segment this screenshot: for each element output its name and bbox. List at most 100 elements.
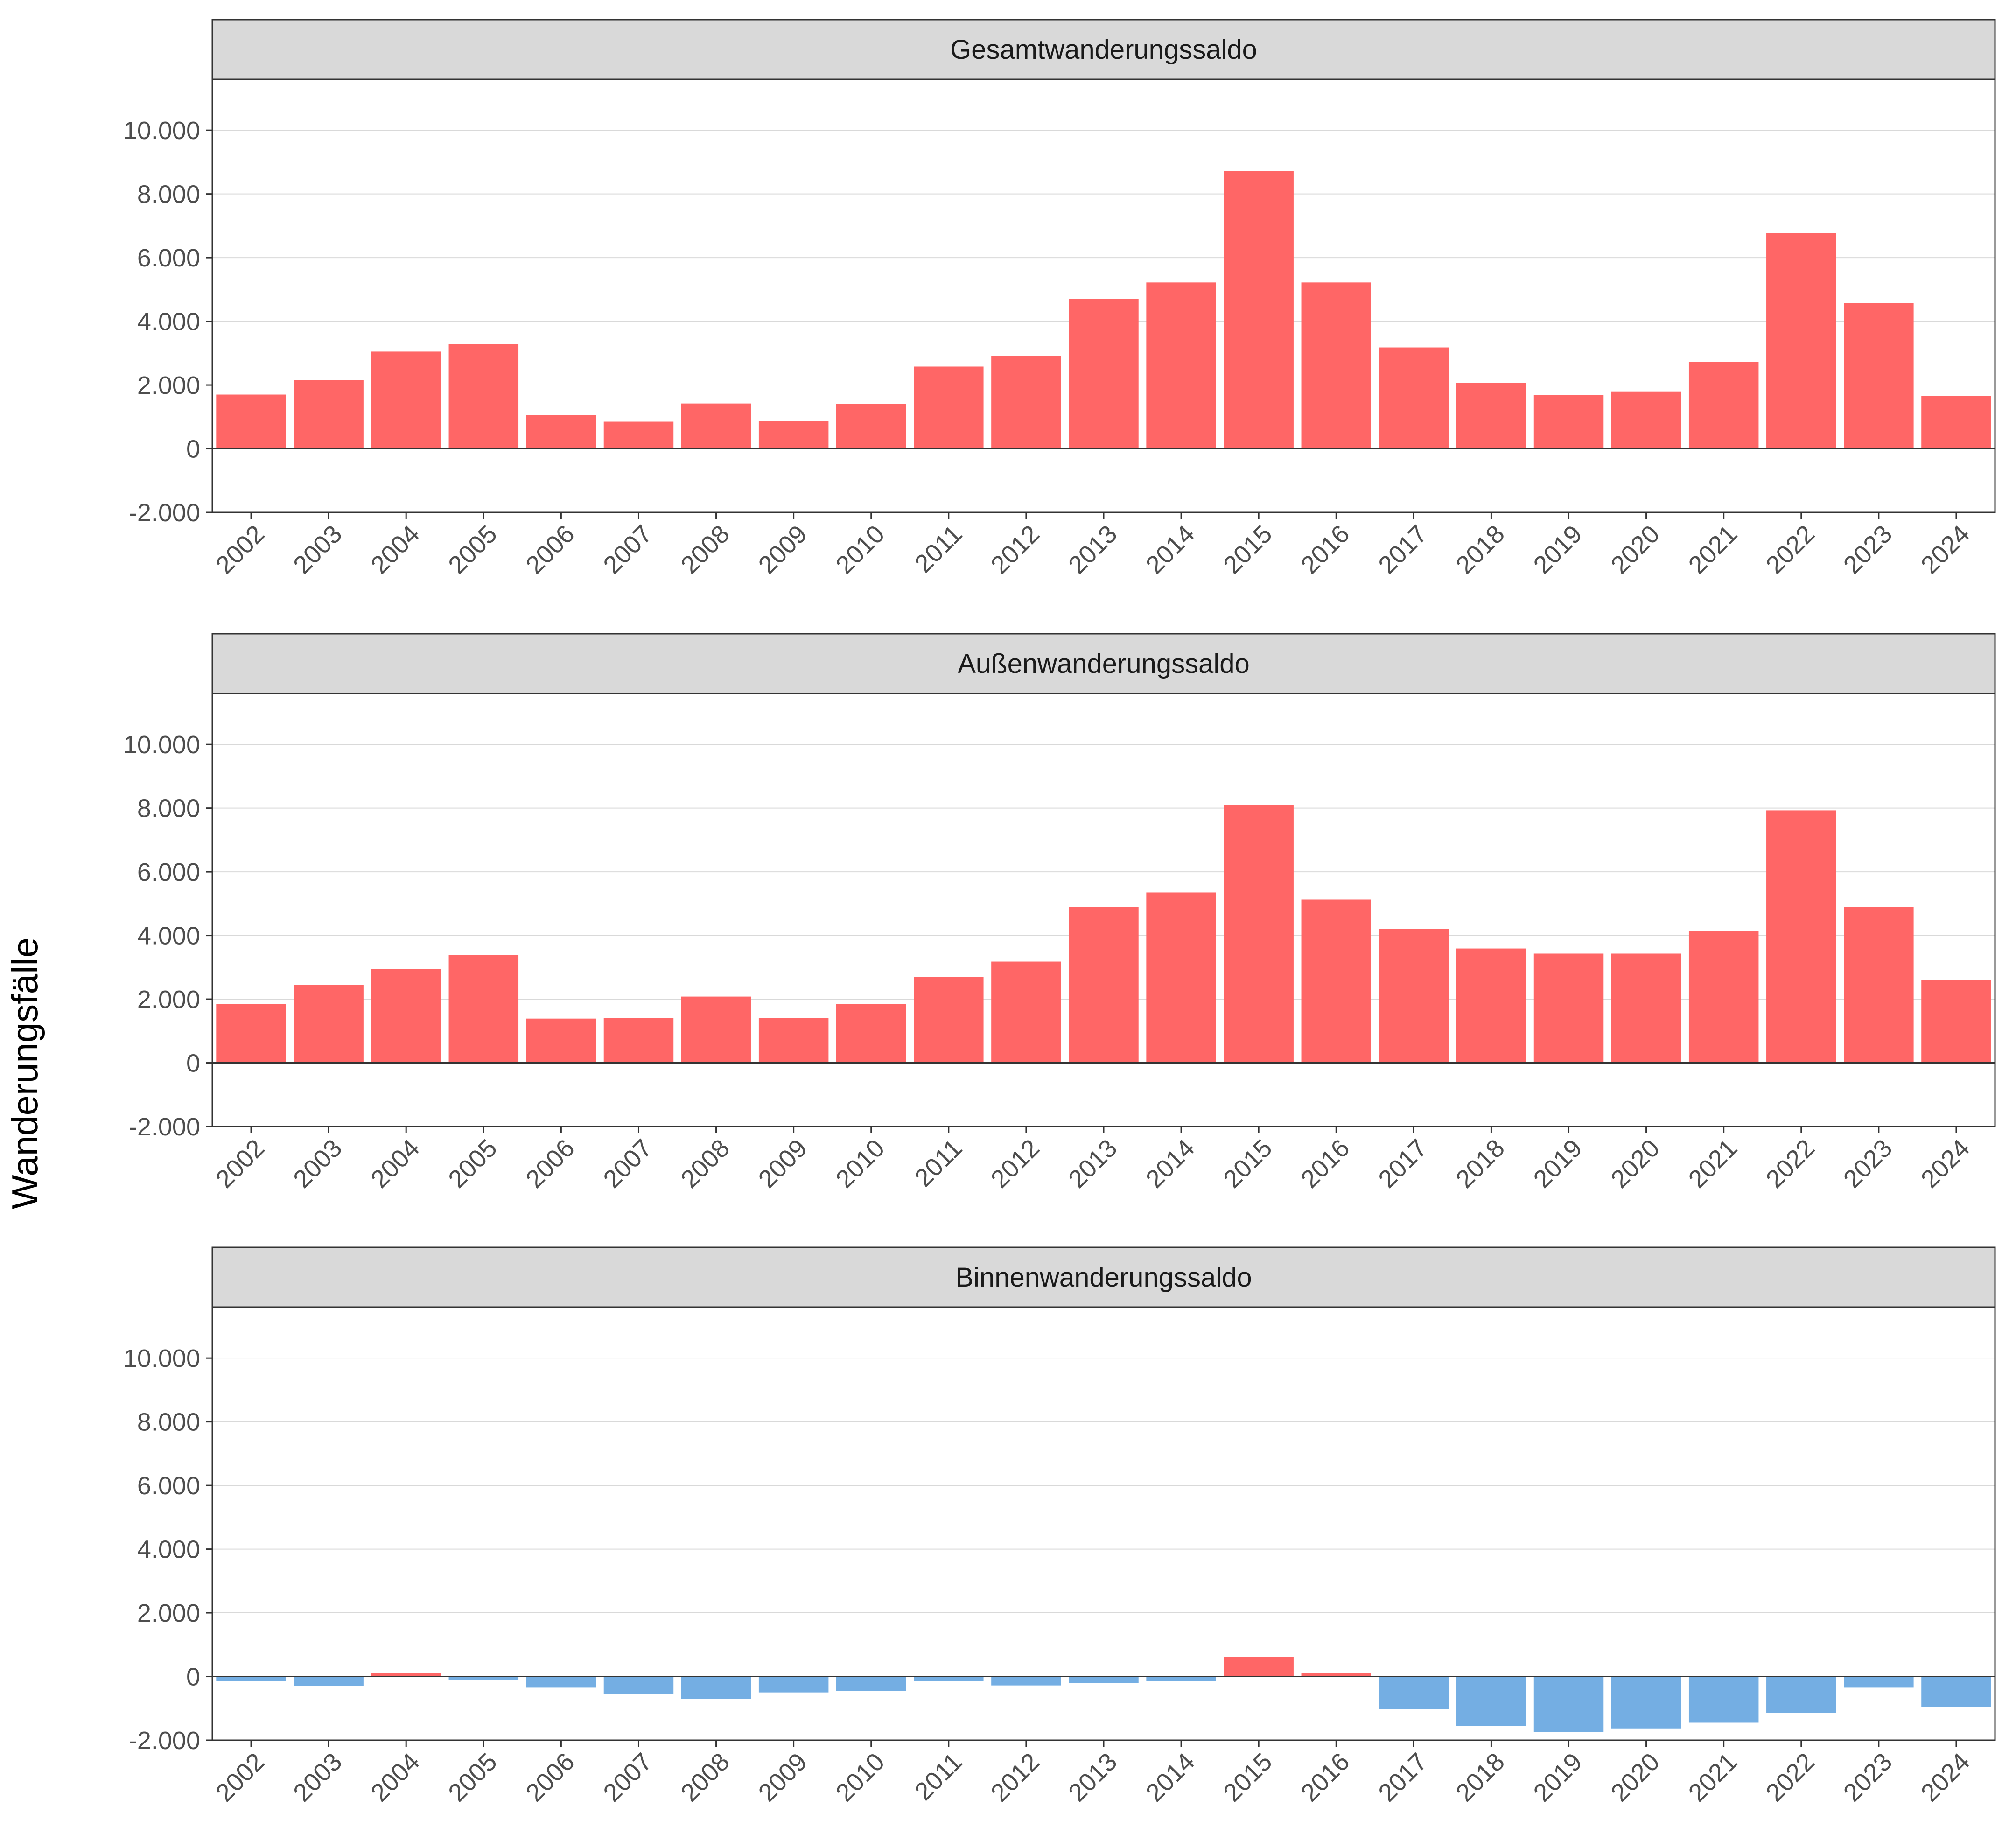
x-tick-label: 2022 <box>1761 1134 1820 1193</box>
bar-2023 <box>1844 1676 1914 1688</box>
bar-2020 <box>1611 1676 1681 1729</box>
y-tick-label: 0 <box>186 1050 200 1078</box>
x-tick-label: 2015 <box>1218 520 1277 579</box>
y-tick-label: 8.000 <box>137 1408 200 1436</box>
y-tick-label: 2.000 <box>137 371 200 399</box>
x-tick-label: 2023 <box>1838 520 1897 579</box>
bar-2008 <box>681 403 751 449</box>
bar-2005 <box>448 955 519 1063</box>
x-tick-label: 2003 <box>288 520 347 579</box>
x-tick-label: 2015 <box>1218 1748 1277 1807</box>
x-tick-label: 2008 <box>676 1134 735 1193</box>
panel-1: Gesamtwanderungssaldo -2.000 0 2.000 4.000 6.… <box>123 19 1996 579</box>
bar-2004 <box>371 969 441 1063</box>
x-tick-label: 2016 <box>1295 1748 1355 1807</box>
x-tick-label: 2004 <box>365 520 425 579</box>
x-tick-label: 2007 <box>598 1748 657 1807</box>
x-tick-label: 2002 <box>210 520 270 579</box>
bar-2008 <box>681 1676 751 1699</box>
x-tick-label: 2005 <box>443 1748 502 1807</box>
y-tick-label: 8.000 <box>137 795 200 823</box>
panel-strip <box>211 1246 1996 1308</box>
bar-2016 <box>1301 282 1371 449</box>
x-tick-label: 2018 <box>1450 520 1510 579</box>
x-tick-label: 2017 <box>1373 1748 1432 1807</box>
x-tick-label: 2013 <box>1063 520 1122 579</box>
y-tick-label: 10.000 <box>123 731 200 759</box>
panel-strip <box>211 633 1996 694</box>
x-tick-label: 2003 <box>288 1748 347 1807</box>
y-tick-label: -2.000 <box>129 1113 200 1141</box>
bar-2012 <box>991 961 1061 1063</box>
bar-2009 <box>758 1018 829 1063</box>
bar-2017 <box>1379 1676 1449 1709</box>
bar-2016 <box>1301 1673 1371 1677</box>
bar-2018 <box>1456 948 1526 1063</box>
x-tick-label: 2017 <box>1373 520 1432 579</box>
bar-2013 <box>1069 907 1139 1063</box>
bar-2013 <box>1069 299 1139 449</box>
bar-2014 <box>1146 1676 1216 1681</box>
x-tick-label: 2010 <box>831 1134 890 1193</box>
y-tick-label: 2.000 <box>137 1599 200 1627</box>
panel-title: Binnenwanderungssaldo <box>955 1262 1252 1293</box>
x-tick-label: 2011 <box>910 1134 968 1192</box>
bar-2011 <box>914 366 984 449</box>
x-tick-label: 2012 <box>986 520 1045 579</box>
bar-2019 <box>1533 953 1604 1063</box>
panel-title: Gesamtwanderungssaldo <box>950 35 1257 65</box>
bar-2022 <box>1766 1676 1836 1713</box>
bar-2022 <box>1766 233 1836 449</box>
bar-2009 <box>758 421 829 449</box>
bar-2007 <box>603 1018 674 1063</box>
x-tick-label: 2024 <box>1916 1134 1975 1193</box>
bar-2010 <box>836 404 906 449</box>
bar-2005 <box>448 344 519 449</box>
bar-2006 <box>526 1676 596 1688</box>
x-tick-label: 2017 <box>1373 1134 1432 1193</box>
bar-2018 <box>1456 383 1526 449</box>
x-tick-label: 2021 <box>1683 1748 1743 1807</box>
x-tick-label: 2006 <box>520 1748 580 1807</box>
bar-2023 <box>1844 907 1914 1063</box>
x-tick-label: 2013 <box>1063 1748 1122 1807</box>
bar-2024 <box>1921 1676 1991 1707</box>
x-tick-label: 2003 <box>288 1134 347 1193</box>
bar-2016 <box>1301 899 1371 1063</box>
bar-2002 <box>216 1676 286 1681</box>
bar-2014 <box>1146 282 1216 449</box>
x-tick-label: 2021 <box>1683 520 1743 579</box>
bar-2014 <box>1146 892 1216 1063</box>
bar-2017 <box>1379 929 1449 1063</box>
bar-2021 <box>1688 931 1759 1063</box>
x-tick-label: 2019 <box>1528 1134 1588 1193</box>
x-tick-label: 2018 <box>1450 1134 1510 1193</box>
panel-strip <box>211 19 1996 80</box>
bar-2011 <box>914 1676 984 1681</box>
x-tick-label: 2006 <box>520 1134 580 1193</box>
x-tick-label: 2004 <box>365 1134 425 1193</box>
x-tick-label: 2002 <box>210 1134 270 1193</box>
y-tick-label: 10.000 <box>123 1344 200 1372</box>
y-axis-title: Wanderungsfälle <box>4 938 45 1209</box>
x-tick-label: 2007 <box>598 1134 657 1193</box>
x-tick-label: 2008 <box>676 1748 735 1807</box>
y-tick-label: -2.000 <box>129 1727 200 1755</box>
bar-2008 <box>681 996 751 1063</box>
x-tick-label: 2010 <box>831 1748 890 1807</box>
bar-2023 <box>1844 303 1914 449</box>
bar-2010 <box>836 1676 906 1691</box>
y-tick-label: 4.000 <box>137 308 200 336</box>
x-tick-label: 2009 <box>753 1134 812 1193</box>
bar-2006 <box>526 415 596 449</box>
bar-2002 <box>216 394 286 449</box>
y-tick-label: 6.000 <box>137 1472 200 1500</box>
bar-2019 <box>1533 1676 1604 1732</box>
x-tick-label: 2008 <box>676 520 735 579</box>
bar-2024 <box>1921 980 1991 1063</box>
bar-2021 <box>1688 362 1759 449</box>
bar-2020 <box>1611 953 1681 1063</box>
panel-title: Außenwanderungssaldo <box>958 649 1250 679</box>
bar-2007 <box>603 1676 674 1694</box>
x-tick-label: 2005 <box>443 520 502 579</box>
